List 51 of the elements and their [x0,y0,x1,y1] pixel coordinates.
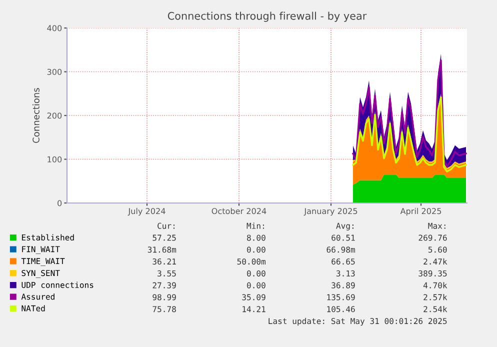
text: 60.51 [332,234,355,241]
y-tick-label: 400 [47,25,62,32]
legend-label: UDP connections [22,282,94,288]
text: 98.99 [152,294,176,300]
x-tick-label: January 2025 [304,208,358,216]
text: 35.09 [242,294,266,300]
legend-label: SYN_SENT [22,270,60,278]
y-tick-label: 200 [47,112,62,119]
text: 2.57k [424,294,448,300]
text: 31.68m [148,246,176,253]
text: 36.89 [332,282,355,288]
text: 105.46 [327,306,355,312]
x-tick-label: April 2025 [400,208,442,216]
text: 14.21 [242,306,266,312]
text: 57.25 [152,234,176,241]
x-tick-label: July 2024 [128,208,166,216]
text: 3.13 [336,270,355,276]
text: Avg: [336,222,354,230]
text: 0.00 [247,270,266,276]
text: 36.21 [152,258,176,265]
text: Cur: [158,222,174,229]
chart-title: Connections through firewall - by year [168,12,367,22]
text: 3.55 [158,270,176,276]
text: 27.39 [152,282,176,288]
text: Last update: Sat May 31 00:01:26 2025 [268,318,447,326]
text: 0.00 [247,246,266,253]
legend-label: NATed [22,305,45,312]
text: 135.69 [327,294,355,300]
text: 50.00m [237,258,266,265]
y-tick-label: 100 [48,156,62,162]
text: 0.00 [247,282,266,288]
text: 5.60 [428,246,447,253]
text: 75.78 [152,306,176,312]
text: 66.65 [332,258,355,265]
y-axis-title: Connections [32,88,40,143]
text: 2.47k [424,258,448,264]
text: 2.54k [424,306,448,312]
legend-label: Established [22,234,74,241]
text: 66.98m [326,246,355,253]
text: 8.00 [247,234,266,241]
legend-label: TIME_WAIT [21,258,65,266]
x-tick-label: October 2024 [212,208,266,214]
text: 389.35 [418,270,447,276]
text: 269.76 [418,234,447,241]
text: Min: [246,222,264,229]
text: Max: [428,222,446,229]
legend-label: Assured [21,293,54,300]
text: 4.70k [423,282,448,288]
y-tick-label: 300 [47,68,62,75]
legend-label: FIN_WAIT [22,246,60,254]
y-tick-label: 0 [58,200,62,206]
